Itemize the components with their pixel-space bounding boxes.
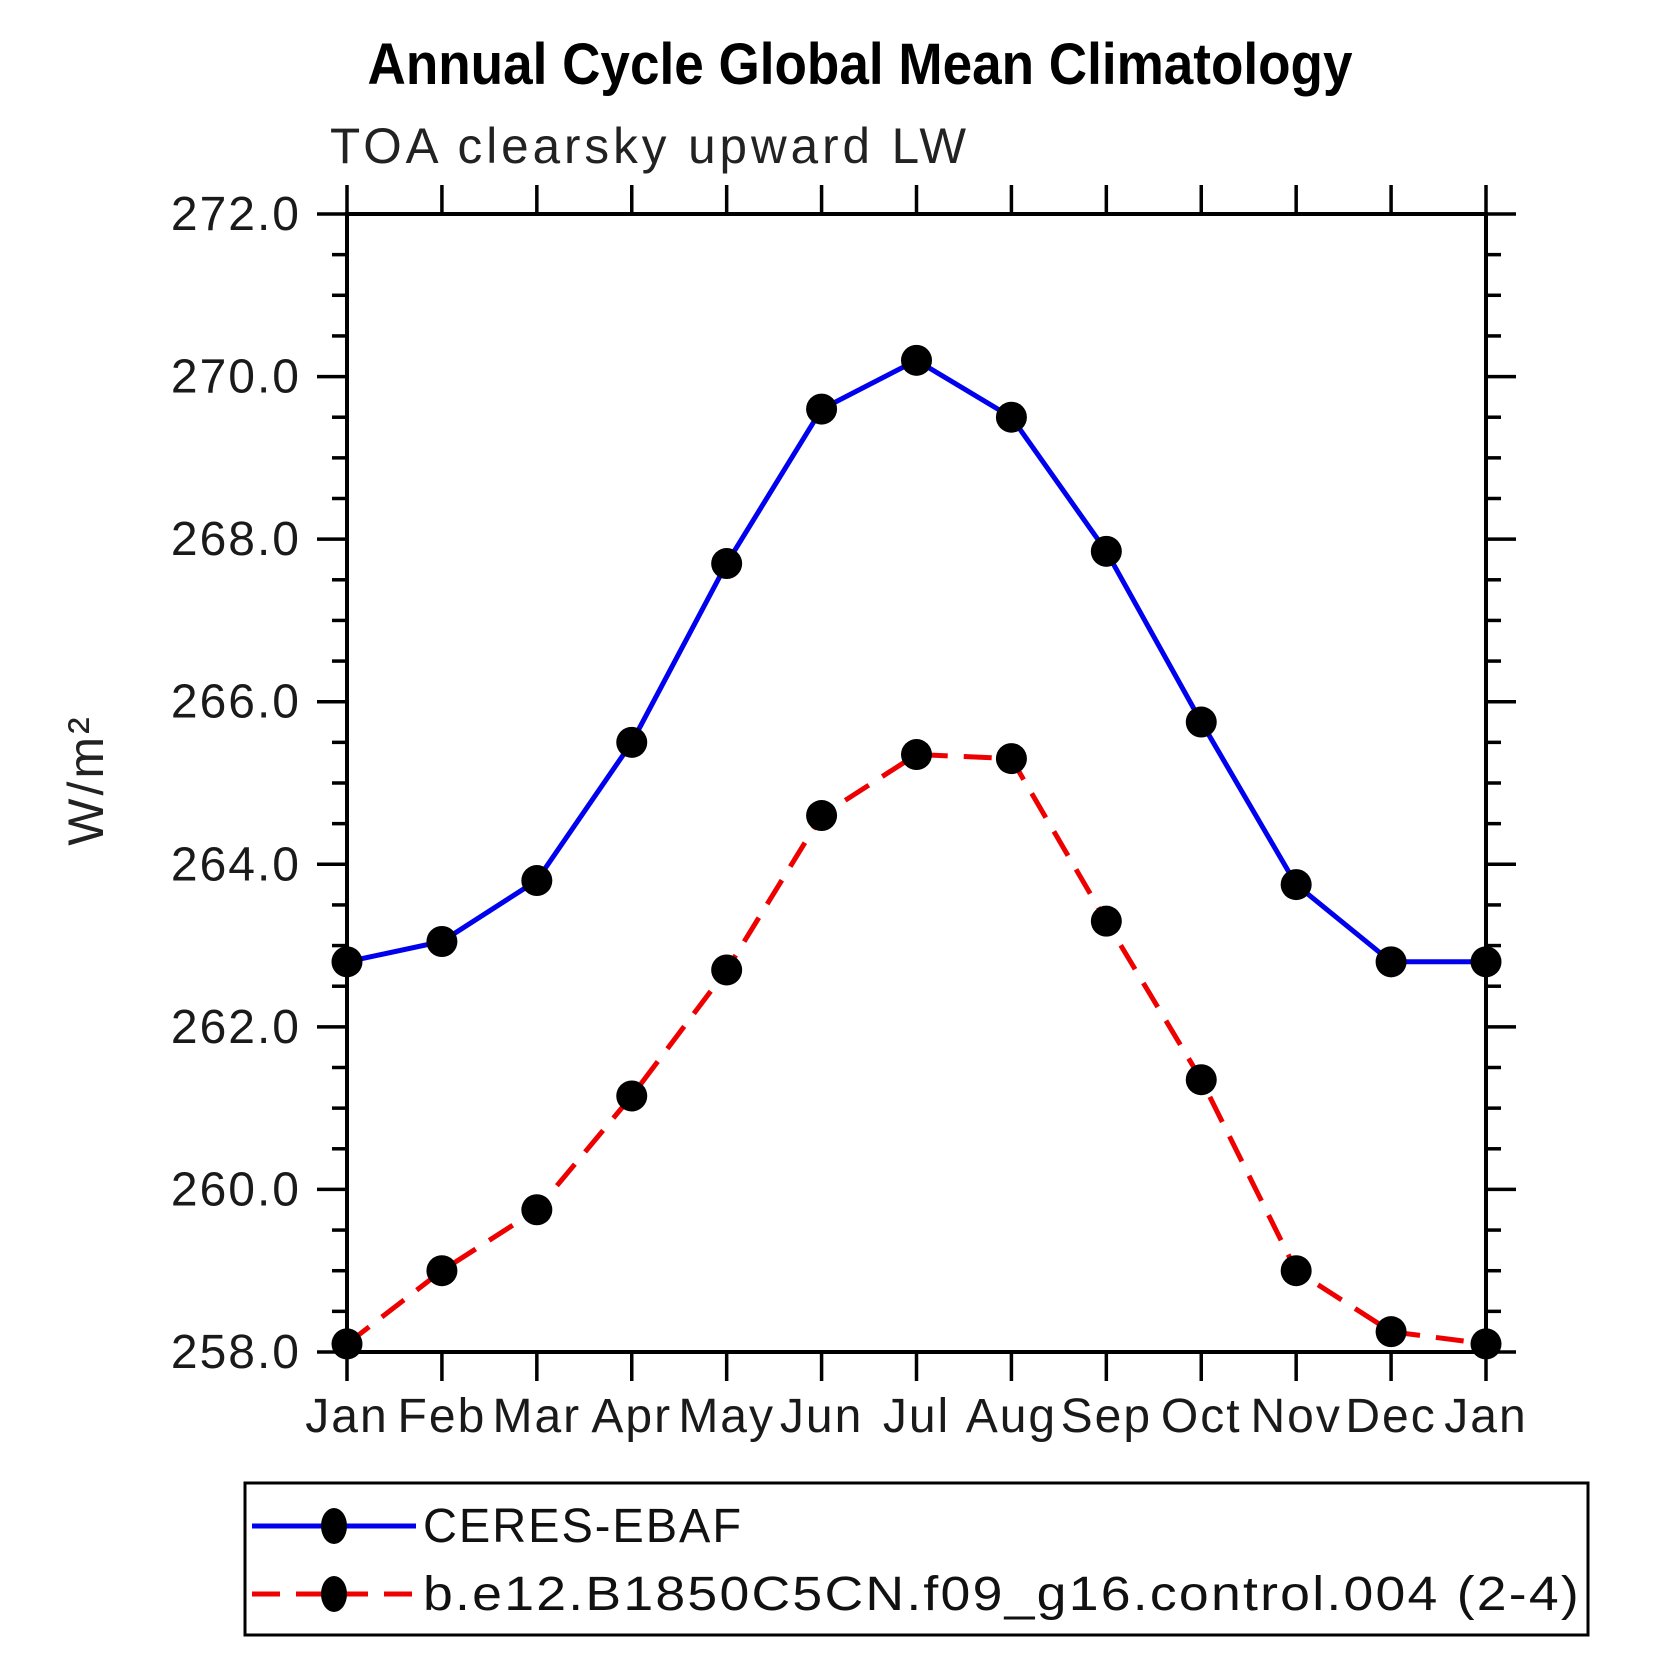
data-point-marker-series-0 [1470,946,1502,978]
legend-marker-model [321,1576,347,1612]
legend-box [243,1481,1590,1637]
legend: CERES-EBAF b.e12.B1850C5CN.f09_g16.contr… [243,1481,1590,1637]
y-tick-label: 268.0 [171,513,301,566]
x-tick-label: May [678,1390,775,1443]
data-point-marker-series-1 [711,954,743,986]
data-point-marker-series-0 [1185,706,1217,738]
y-axis-title: W/m² [58,714,114,845]
legend-marker-ceres [321,1508,347,1544]
legend-label-ceres: CERES-EBAF [423,1500,743,1553]
x-tick-label: Dec [1345,1390,1436,1443]
x-tick-label: Oct [1161,1390,1242,1443]
data-point-marker-series-1 [995,743,1027,775]
data-point-marker-series-0 [521,865,553,897]
data-point-marker-series-1 [426,1255,458,1287]
data-point-marker-series-1 [1280,1255,1312,1287]
x-tick-label: Sep [1061,1390,1152,1443]
plot-frame [345,212,1488,1354]
y-tick-label: 262.0 [171,1001,301,1054]
x-tick-label: Feb [398,1390,487,1443]
data-point-marker-series-1 [1185,1064,1217,1096]
data-point-marker-series-0 [901,344,932,376]
chart-title: Annual Cycle Global Mean Climatology [368,32,1353,97]
x-tick-label: Apr [591,1390,672,1443]
data-point-marker-series-1 [1090,905,1122,937]
x-tick-label: Jan [1444,1390,1527,1443]
data-point-marker-series-0 [426,926,458,958]
series-line-0 [346,357,1486,965]
x-tick-label: Jun [780,1390,863,1443]
series-line-1 [345,751,1487,1347]
data-point-marker-series-0 [1090,535,1122,567]
data-point-marker-series-1 [806,800,838,832]
data-point-marker-series-1 [901,739,932,771]
data-point-marker-series-0 [1280,869,1312,901]
y-tick-label: 272.0 [171,188,301,241]
x-tick-label: Aug [966,1390,1057,1443]
data-point-marker-series-1 [1375,1316,1407,1348]
x-tick-label: Jul [883,1390,950,1443]
data-point-marker-series-0 [995,401,1027,433]
chart-subtitle: TOA clearsky upward LW [330,118,970,174]
data-point-marker-series-1 [616,1080,648,1112]
data-point-marker-series-0 [806,393,838,425]
data-point-marker-series-0 [616,726,648,758]
x-tick-label: Jan [305,1390,388,1443]
data-point-marker-series-1 [1470,1328,1502,1360]
legend-label-model: b.e12.B1850C5CN.f09_g16.control.004 (2-4… [423,1568,1581,1621]
y-tick-label: 266.0 [171,676,301,729]
y-tick-label: 260.0 [171,1163,301,1216]
data-point-marker-series-0 [711,548,743,580]
data-point-marker-series-1 [331,1328,363,1360]
x-tick-label: Nov [1250,1390,1341,1443]
y-tick-label: 270.0 [171,351,301,404]
data-point-marker-series-1 [521,1194,553,1226]
x-tick-label: Mar [492,1390,581,1443]
data-point-marker-series-0 [331,946,363,978]
plot-area: 258.0 260.0 262.0 264.0 266.0 268.0 270.0 272.0… [171,185,1527,1443]
y-tick-label: 264.0 [171,838,301,891]
y-tick-label: 258.0 [171,1326,301,1379]
data-point-marker-series-0 [1375,946,1407,978]
